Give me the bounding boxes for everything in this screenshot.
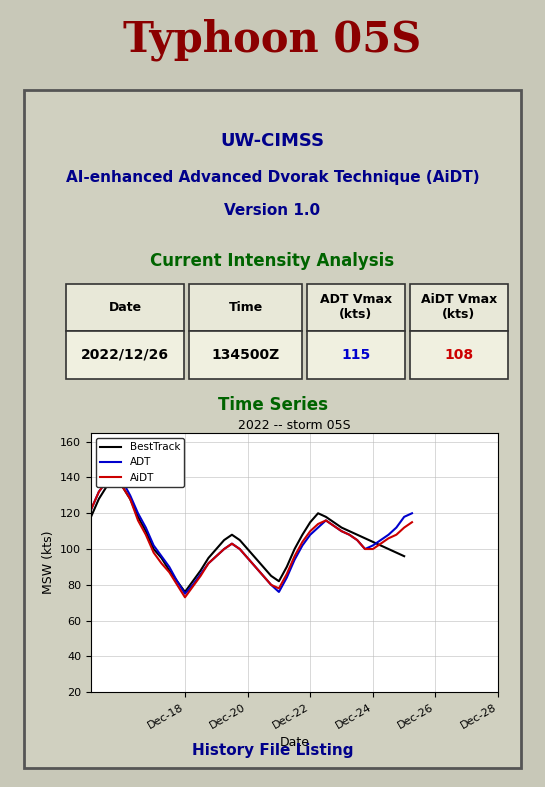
Text: Current Intensity Analysis: Current Intensity Analysis [150,252,395,270]
ADT [158,552,165,561]
Line: ADT: ADT [0,478,412,674]
FancyBboxPatch shape [66,331,184,379]
BestTrack [315,508,322,518]
FancyBboxPatch shape [410,331,508,379]
ADT [283,573,290,582]
Text: 134500Z: 134500Z [211,348,280,362]
Title: 2022 -- storm 05S: 2022 -- storm 05S [238,419,351,431]
FancyBboxPatch shape [189,284,302,331]
ADT [252,562,259,571]
FancyBboxPatch shape [307,331,405,379]
Line: AiDT: AiDT [0,481,412,678]
Text: AI-enhanced Advanced Dvorak Technique (AiDT): AI-enhanced Advanced Dvorak Technique (A… [66,170,479,185]
FancyBboxPatch shape [307,284,405,331]
AiDT [244,553,251,563]
Text: 115: 115 [341,348,371,362]
Line: BestTrack: BestTrack [0,481,404,683]
FancyBboxPatch shape [410,284,508,331]
BestTrack [260,562,267,571]
BestTrack [104,482,110,491]
Text: AiDT Vmax
(kts): AiDT Vmax (kts) [421,294,497,321]
Text: ADT Vmax
(kts): ADT Vmax (kts) [320,294,392,321]
FancyBboxPatch shape [189,331,302,379]
AiDT [158,559,165,568]
Text: Date: Date [109,301,142,314]
AiDT [104,476,110,486]
BestTrack [111,476,118,486]
Text: 2022/12/26: 2022/12/26 [81,348,169,362]
FancyBboxPatch shape [66,284,184,331]
ADT [244,553,251,563]
Y-axis label: MSW (kts): MSW (kts) [41,530,55,594]
AiDT [252,562,259,571]
ADT [409,508,415,518]
Text: UW-CIMSS: UW-CIMSS [220,132,325,150]
BestTrack [237,535,243,545]
BestTrack [362,534,368,543]
Text: Version 1.0: Version 1.0 [225,203,320,218]
Text: Time: Time [228,301,263,314]
Text: Time Series: Time Series [217,397,328,415]
X-axis label: Date: Date [280,736,310,749]
AiDT [283,569,290,578]
BestTrack [401,552,408,561]
AiDT [229,539,235,549]
Text: Typhoon 05S: Typhoon 05S [123,18,422,61]
ADT [111,473,118,482]
BestTrack [244,545,251,554]
Legend: BestTrack, ADT, AiDT: BestTrack, ADT, AiDT [96,438,184,486]
Text: 108: 108 [444,348,474,362]
AiDT [64,557,71,567]
ADT [64,553,71,563]
Text: History File Listing: History File Listing [192,744,353,759]
AiDT [409,518,415,527]
ADT [229,539,235,549]
FancyBboxPatch shape [25,90,520,768]
